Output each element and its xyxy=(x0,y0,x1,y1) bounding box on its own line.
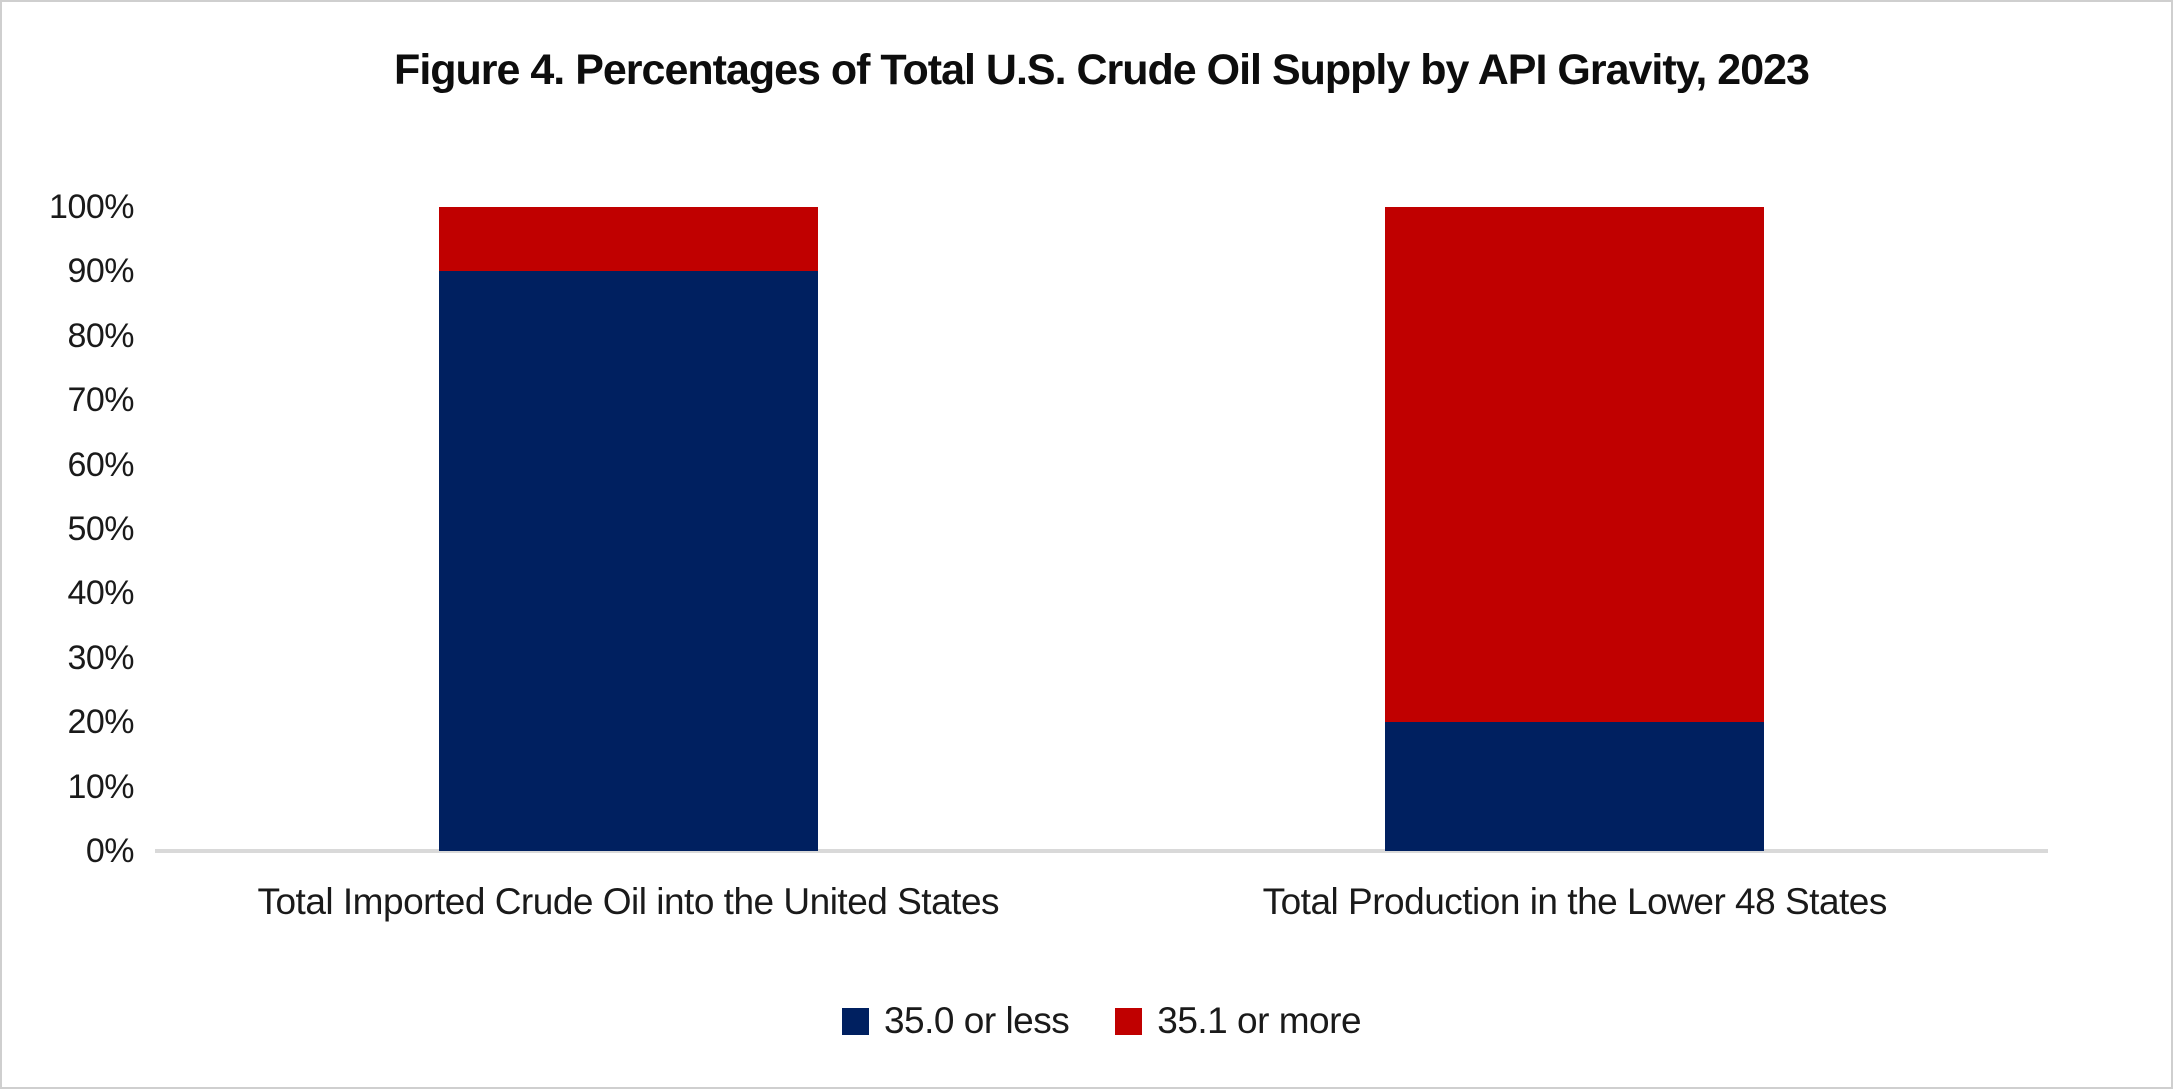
bar-segment xyxy=(438,271,818,851)
legend: 35.0 or less 35.1 or more xyxy=(155,1000,2048,1042)
y-axis-tick-label: 100% xyxy=(49,188,134,226)
legend-label: 35.1 or more xyxy=(1157,1000,1362,1041)
y-axis-tick-label: 90% xyxy=(67,252,134,291)
legend-item: 35.0 or less xyxy=(841,1000,1070,1042)
legend-swatch-icon xyxy=(841,1007,869,1035)
plot-area xyxy=(155,207,2048,851)
x-axis-line xyxy=(155,849,2048,853)
stacked-bar xyxy=(1385,207,1765,851)
legend-label: 35.0 or less xyxy=(883,1000,1070,1041)
chart-title: Figure 4. Percentages of Total U.S. Crud… xyxy=(394,46,1810,94)
bar-segment xyxy=(438,207,818,272)
legend-swatch-icon xyxy=(1115,1007,1143,1035)
x-axis-labels: Total Imported Crude Oil into the United… xyxy=(155,876,2048,928)
bar-segment xyxy=(1385,207,1765,723)
bar-slot xyxy=(1102,207,2049,851)
y-axis-tick-label: 40% xyxy=(67,574,134,613)
y-axis-tick-label: 50% xyxy=(67,510,134,548)
category-label: Total Production in the Lower 48 States xyxy=(1262,881,1888,922)
y-axis-tick-label: 0% xyxy=(85,832,135,870)
bar-segment xyxy=(1385,722,1765,851)
y-axis-tick-label: 70% xyxy=(67,381,134,420)
bar-slot xyxy=(155,207,1102,851)
y-axis-tick-label: 20% xyxy=(67,703,134,742)
y-axis-tick-label: 30% xyxy=(67,638,134,677)
y-axis: 0% 10% 20% 30% 40% 50% 60% 70% 80% 90% 100% xyxy=(2,188,134,870)
stacked-bar xyxy=(438,207,818,851)
y-axis-tick-label: 10% xyxy=(67,767,134,806)
y-axis-tick-label: 60% xyxy=(67,445,134,484)
category-label: Total Imported Crude Oil into the United… xyxy=(257,881,1000,922)
legend-item: 35.1 or more xyxy=(1115,1000,1362,1042)
y-axis-tick-label: 80% xyxy=(67,316,134,355)
